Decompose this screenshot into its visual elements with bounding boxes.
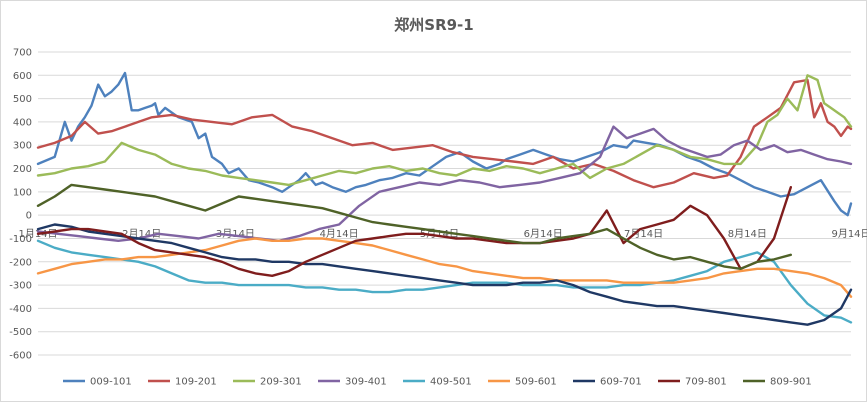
series-line-009-101 — [36, 71, 853, 217]
y-tick-label: 100 — [13, 187, 32, 198]
y-tick-label: 300 — [13, 141, 32, 152]
series-line-609-701 — [36, 223, 853, 326]
series-line-109-201 — [36, 78, 853, 189]
legend-label: 209-301 — [260, 377, 302, 388]
series-line-409-501 — [36, 239, 853, 324]
y-tick-label: 400 — [13, 117, 32, 128]
legend-label: 709-801 — [685, 377, 727, 388]
y-tick-label: -400 — [9, 304, 32, 315]
chart-title: 郑州SR9-1 — [394, 16, 473, 34]
y-tick-label: 0 — [26, 211, 32, 222]
series-line-709-801 — [36, 185, 792, 277]
legend-label: 109-201 — [175, 377, 217, 388]
legend-label: 509-601 — [515, 377, 557, 388]
legend-label: 009-101 — [90, 377, 132, 388]
x-tick-label: 7月14日 — [624, 228, 663, 240]
legend-label: 409-501 — [430, 377, 472, 388]
y-tick-label: -500 — [9, 327, 32, 338]
x-tick-label: 6月14日 — [524, 228, 563, 240]
y-tick-label: -600 — [9, 351, 32, 362]
y-tick-label: -100 — [9, 234, 32, 245]
legend-label: 309-401 — [345, 377, 387, 388]
y-tick-label: -200 — [9, 257, 32, 268]
x-tick-label: 8月14日 — [728, 228, 767, 240]
y-tick-label: 600 — [13, 71, 32, 82]
x-tick-label: 9月14日 — [831, 228, 867, 240]
y-tick-label: 200 — [13, 164, 32, 175]
series-line-509-601 — [36, 237, 853, 298]
y-tick-label: 700 — [13, 48, 32, 59]
series-line-309-401 — [36, 125, 853, 243]
y-tick-label: -300 — [9, 281, 32, 292]
x-tick-label: 4月14日 — [320, 228, 359, 240]
series-line-209-301 — [36, 74, 853, 187]
series-line-809-901 — [36, 183, 792, 270]
legend-label: 809-901 — [770, 377, 812, 388]
y-tick-label: 500 — [13, 94, 32, 105]
legend-label: 609-701 — [600, 377, 642, 388]
